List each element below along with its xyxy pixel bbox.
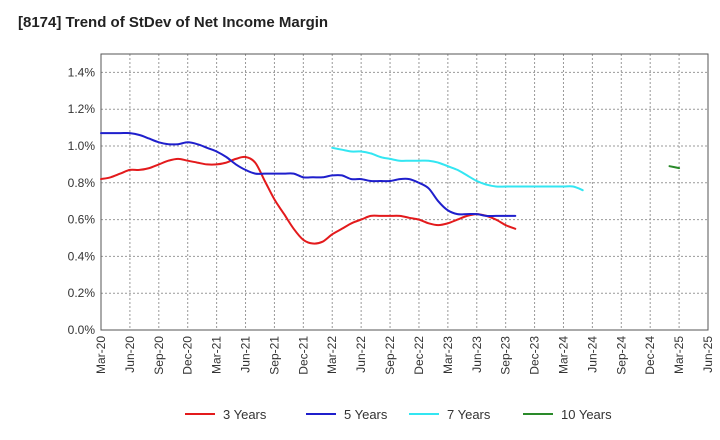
legend-label-4: 10 Years — [561, 407, 612, 422]
legend-label-1: 3 Years — [223, 407, 267, 422]
x-tick-label: Dec-20 — [181, 336, 195, 375]
legend-label-2: 5 Years — [344, 407, 388, 422]
x-tick-label: Mar-21 — [210, 336, 224, 374]
x-tick-label: Sep-22 — [383, 336, 397, 375]
y-tick-label: 1.2% — [68, 102, 96, 116]
x-tick-label: Sep-23 — [499, 336, 513, 375]
x-tick-label: Jun-24 — [585, 336, 599, 373]
x-tick-label: Jun-25 — [701, 336, 715, 373]
y-tick-label: 0.4% — [68, 249, 96, 263]
x-tick-label: Jun-20 — [123, 336, 137, 373]
x-tick-label: Jun-21 — [239, 336, 253, 373]
y-tick-label: 1.0% — [68, 139, 96, 153]
y-tick-label: 0.0% — [68, 323, 96, 337]
series-line-4 — [668, 165, 681, 170]
series-line-2 — [100, 131, 517, 218]
x-tick-label: Jun-22 — [354, 336, 368, 373]
x-tick-label: Sep-24 — [614, 336, 628, 375]
x-tick-label: Mar-25 — [672, 336, 686, 374]
series-line-1 — [100, 155, 517, 245]
x-tick-label: Mar-22 — [325, 336, 339, 374]
series-line-3 — [331, 146, 584, 192]
x-tick-label: Mar-23 — [441, 336, 455, 374]
x-tick-label: Dec-23 — [528, 336, 542, 375]
x-tick-label: Dec-21 — [296, 336, 310, 375]
plot-area — [101, 54, 708, 330]
legend-label-3: 7 Years — [447, 407, 491, 422]
chart-title: [8174] Trend of StDev of Net Income Marg… — [18, 14, 329, 31]
x-tick-label: Sep-21 — [267, 336, 281, 375]
y-tick-label: 0.2% — [68, 286, 96, 300]
y-tick-label: 0.6% — [68, 213, 96, 227]
plot-frame — [100, 53, 709, 331]
x-tick-label: Dec-22 — [412, 336, 426, 375]
x-tick-label: Dec-24 — [643, 336, 657, 375]
x-tick-label: Mar-24 — [556, 336, 570, 374]
x-tick-label: Mar-20 — [94, 336, 108, 374]
y-tick-label: 1.4% — [68, 65, 96, 79]
x-tick-label: Sep-20 — [152, 336, 166, 375]
x-tick-label: Jun-23 — [470, 336, 484, 373]
y-tick-label: 0.8% — [68, 176, 96, 190]
